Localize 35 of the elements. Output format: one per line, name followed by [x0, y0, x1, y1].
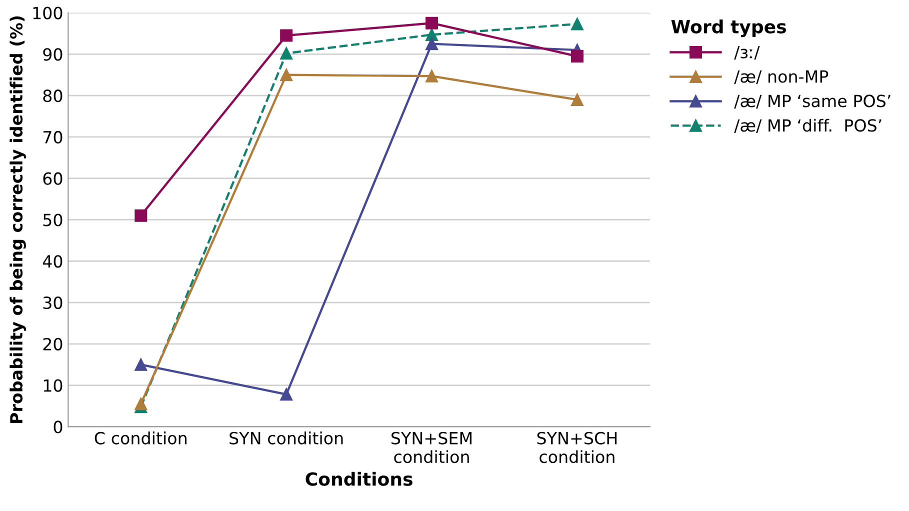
point — [426, 38, 438, 50]
legend-label: /ɜː/ — [734, 46, 760, 60]
point — [280, 29, 293, 42]
point — [426, 70, 438, 82]
point — [280, 47, 293, 60]
point — [570, 50, 584, 62]
x-tick-label: C condition — [94, 432, 186, 444]
x-axis-title: Conditions — [306, 472, 412, 486]
legend-label: /æ/ MP ‘same POS’ — [734, 94, 890, 109]
x-tick-label: SYN condition — [230, 432, 343, 444]
y-tick-label: 80 — [43, 90, 62, 102]
point — [134, 358, 148, 371]
legend-label: /æ/ non-MP — [734, 70, 828, 84]
y-tick-label: 60 — [43, 172, 62, 185]
point — [570, 93, 584, 106]
y-tick-label: 30 — [43, 296, 62, 310]
y-tick-label: 50 — [43, 214, 62, 226]
x-tick-label: SYN+SEM condition — [392, 432, 472, 464]
y-tick-label: 100 — [33, 6, 62, 20]
y-tick-label: 20 — [43, 338, 62, 350]
y-axis-title: Probability of being correctly identified (%) — [10, 16, 26, 423]
legend-label: /æ/ MP ‘diff. POS’ — [734, 118, 882, 134]
y-tick-label: 40 — [42, 255, 62, 268]
point — [134, 209, 148, 222]
point — [280, 388, 293, 401]
legend-title: Word types — [671, 19, 786, 38]
point — [426, 16, 438, 30]
point — [134, 398, 148, 410]
point — [280, 68, 293, 82]
point — [570, 18, 584, 30]
y-tick-label: 10 — [44, 379, 62, 392]
y-tick-label: 70 — [43, 130, 62, 144]
y-tick-label: 90 — [43, 48, 62, 61]
x-tick-label: SYN+SCH condition — [537, 432, 617, 464]
y-tick-label: 0 — [54, 420, 62, 434]
